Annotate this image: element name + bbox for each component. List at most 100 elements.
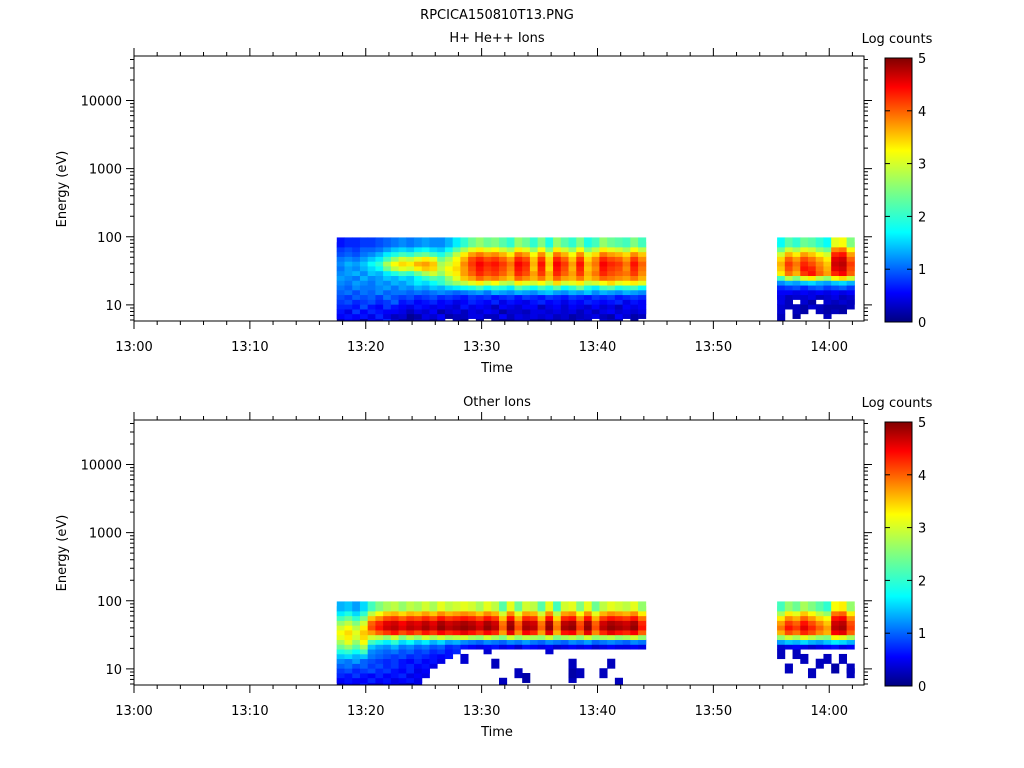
- x-tick-label: 13:10: [231, 340, 268, 355]
- spectrogram-cell: [576, 668, 585, 679]
- spectrogram-cell: [800, 304, 809, 315]
- spectrogram-cell: [583, 237, 593, 248]
- spectrogram-cell: [823, 304, 832, 315]
- spectrogram-cell: [800, 294, 809, 305]
- y-axis-label: Energy (eV): [55, 151, 70, 228]
- spectrogram-cell: [522, 601, 531, 612]
- spectrogram-cell: [777, 601, 786, 612]
- spectrogram-cell: [375, 601, 384, 612]
- spectrogram-cell: [568, 658, 577, 669]
- spectrogram-cell: [460, 601, 469, 612]
- spectrogram-cell: [383, 601, 392, 612]
- colorbar-tick-label: 4: [918, 105, 926, 120]
- spectrogram-cell: [460, 309, 469, 319]
- spectrogram-cell: [777, 313, 786, 322]
- panel-other-ions: Other Ions Time Energy (eV) Log counts 1…: [55, 395, 933, 740]
- spectrogram-cell: [514, 237, 523, 248]
- colorbar-tick-label: 2: [918, 574, 926, 589]
- x-axis-label: Time: [480, 361, 513, 376]
- spectrogram-cell: [591, 601, 600, 612]
- spectrogram-cell: [452, 601, 461, 612]
- spectrogram-cell: [599, 237, 608, 248]
- spectrogram-cell: [614, 601, 623, 612]
- x-tick-label: 13:40: [579, 704, 616, 719]
- spectrogram-cell: [406, 313, 415, 322]
- spectrogram-cell: [583, 601, 593, 612]
- panel-title: H+ He++ Ions: [449, 31, 545, 46]
- spectrogram-cell: [491, 313, 500, 322]
- spectrogram-cell: [800, 653, 809, 664]
- spectrogram-cell: [406, 237, 415, 248]
- colorbar-label: Log counts: [862, 396, 933, 411]
- spectrogram-cell: [336, 601, 345, 612]
- spectrogram-cell: [838, 237, 848, 248]
- spectrogram-cell: [499, 601, 508, 612]
- spectrogram-cell: [807, 601, 817, 612]
- spectrogram-cell: [475, 237, 484, 248]
- spectrogram-cell: [815, 601, 824, 612]
- spectrogram-cell: [800, 601, 809, 612]
- spectrogram-cell: [522, 313, 531, 322]
- spectrogram-cell: [437, 601, 446, 612]
- spectrogram-cell: [630, 237, 639, 248]
- spectrogram-cell: [429, 237, 438, 248]
- spectrogram-cell: [398, 237, 407, 248]
- spectrogram-cell: [614, 677, 623, 686]
- spectrogram-cell: [784, 601, 793, 612]
- spectrogram-cell: [537, 237, 546, 248]
- spectrogram-cell: [807, 668, 817, 679]
- spectrogram-cell: [375, 237, 384, 248]
- spectrogram-cell: [838, 653, 848, 664]
- spectrogram-cell: [823, 653, 832, 664]
- spectrogram-cell: [560, 601, 569, 612]
- x-tick-label: 13:30: [463, 340, 500, 355]
- spectrogram-cell: [576, 237, 585, 248]
- colorbar: [884, 57, 913, 323]
- spectrogram-cell: [514, 601, 523, 612]
- plot-frame: [133, 55, 865, 322]
- panel-h-he-ions: H+ He++ Ions Time Energy (eV) Log counts…: [55, 31, 933, 376]
- colorbar-tick-label: 3: [918, 158, 926, 173]
- x-tick-label: 13:20: [347, 704, 384, 719]
- spectrogram-cell: [383, 237, 392, 248]
- spectrogram-cell: [622, 601, 631, 612]
- spectrogram-cell: [607, 601, 616, 612]
- spectrogram-cell: [784, 663, 793, 674]
- spectrogram-cell: [838, 601, 848, 612]
- spectrogram-cell: [784, 294, 793, 305]
- x-axis-label: Time: [480, 725, 513, 740]
- spectrogram-cell: [352, 601, 361, 612]
- colorbar-label: Log counts: [862, 32, 933, 47]
- colorbar-tick-label: 2: [918, 210, 926, 225]
- y-tick-label: 10: [105, 663, 122, 678]
- colorbar-tick-label: 3: [918, 522, 926, 537]
- colorbar: [884, 421, 913, 687]
- spectrogram-cell: [815, 304, 824, 315]
- spectrogram-cell: [831, 663, 840, 674]
- spectrogram-cell: [792, 304, 801, 315]
- spectrogram-cell: [529, 237, 539, 248]
- spectrogram-cell: [514, 668, 523, 679]
- y-tick-label: 10: [105, 299, 122, 314]
- spectrogram-cell: [344, 237, 353, 248]
- spectrogram-cell: [506, 601, 515, 612]
- spectrogram: [336, 237, 855, 322]
- spectrogram-cell: [777, 649, 786, 660]
- spectrogram-cell: [421, 237, 430, 248]
- spectrogram-cell: [359, 601, 369, 612]
- spectrogram-cell: [390, 237, 399, 248]
- colorbar-tick-label: 0: [918, 316, 926, 331]
- spectrogram-cell: [367, 237, 376, 248]
- spectrogram-cell: [846, 663, 855, 674]
- spectrogram-cell: [823, 601, 832, 612]
- x-tick-label: 13:00: [115, 340, 152, 355]
- spectrogram: [336, 601, 855, 686]
- spectrogram-cell: [499, 677, 508, 686]
- spectrogram-cell: [359, 237, 369, 248]
- spectrogram-cell: [638, 237, 647, 248]
- spectrogram-cell: [553, 237, 562, 248]
- spectrogram-cell: [560, 237, 569, 248]
- spectrogram-cell: [444, 601, 454, 612]
- spectrogram-cell: [553, 601, 562, 612]
- spectrogram-cell: [522, 237, 531, 248]
